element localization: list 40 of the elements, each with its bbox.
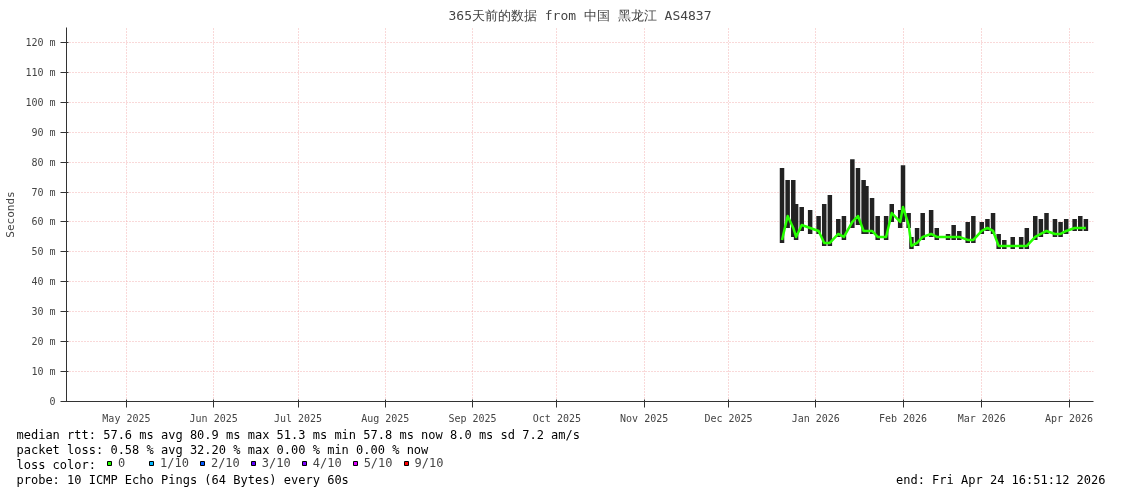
y-tick-label: 60 m [31, 216, 56, 228]
x-tick-label: Dec 2025 [704, 412, 753, 424]
legend-label: 2/10 [210, 456, 240, 470]
y-tick-label: 80 m [31, 156, 56, 168]
text: median rtt: 57.6 ms avg 80.9 ms max 51.3 ms min 57.8 ms now 8.0 ms sd 7.2 am/s [16, 427, 581, 442]
legend-label: 0 [118, 456, 127, 470]
y-tick-label: 10 m [31, 366, 56, 378]
x-tick-label: Jul 2025 [273, 412, 323, 424]
legend-label: 9/10 [414, 456, 444, 470]
legend-title: loss color: [16, 457, 96, 472]
y-tick-label: 0 [49, 396, 56, 407]
y-tick-label: 30 m [31, 306, 56, 318]
x-tick-label: Aug 2025 [361, 412, 410, 424]
x-tick-label: May 2025 [102, 412, 151, 424]
y-tick-label: 20 m [31, 336, 56, 348]
y-tick-label: 70 m [31, 186, 56, 198]
legend-label: 5/10 [363, 456, 393, 470]
legend-label: 1/10 [160, 456, 189, 470]
chart-title: 365天前的数据 from 中国 黑龙江 AS4837 [448, 7, 712, 23]
y-tick-label: 110 m [25, 66, 56, 78]
line-series [780, 205, 1088, 248]
x-tick-label: Oct 2025 [532, 412, 582, 424]
y-axis-title: Seconds [4, 191, 18, 238]
y-tick-label: 90 m [31, 126, 56, 138]
y-tick-label: 50 m [31, 246, 56, 258]
x-tick-label: Nov 2025 [620, 412, 669, 424]
y-tick-label: 100 m [25, 96, 56, 108]
text: probe: 10 ICMP Echo Pings (64 Bytes) every 60s [16, 472, 349, 487]
x-tick-label: Jan 2026 [791, 412, 840, 424]
x-tick-label: Sep 2025 [448, 412, 497, 424]
x-tick-label: Feb 2026 [878, 412, 928, 424]
y-tick-label: 40 m [31, 276, 56, 288]
x-tick-label: Jun 2025 [189, 412, 238, 424]
x-tick-label: Apr 2026 [1044, 412, 1094, 424]
x-tick-label: Mar 2026 [957, 412, 1006, 424]
legend-label: 3/10 [261, 456, 291, 470]
legend-label: 4/10 [312, 456, 342, 470]
text: packet loss: 0.58 % avg 32.20 % max 0.00 % min 0.00 % now [16, 442, 430, 457]
y-tick-label: 120 m [25, 36, 56, 48]
text: end: Fri Apr 24 16:51:12 2026 [895, 472, 1106, 487]
